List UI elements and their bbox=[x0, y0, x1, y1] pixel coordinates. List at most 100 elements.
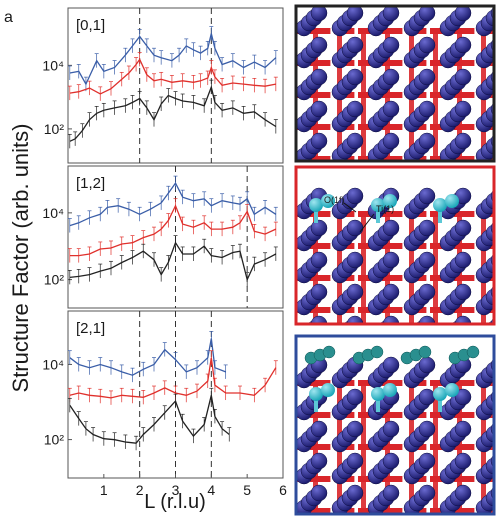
bond-horizontal bbox=[310, 156, 331, 161]
structure-panel-c bbox=[289, 167, 494, 339]
bond-horizontal bbox=[430, 275, 451, 281]
ti-atom bbox=[454, 388, 472, 406]
bond-horizontal bbox=[430, 124, 451, 130]
bond-vertical bbox=[433, 307, 438, 324]
bond-vertical bbox=[337, 211, 342, 243]
bond-vertical bbox=[457, 508, 462, 514]
ti-atom bbox=[454, 315, 472, 324]
bond-vertical bbox=[481, 380, 486, 412]
bond-vertical bbox=[313, 508, 318, 514]
bond-vertical bbox=[457, 307, 462, 324]
ti-atom bbox=[310, 283, 328, 301]
ti-atom bbox=[454, 219, 472, 237]
bond-vertical bbox=[337, 444, 342, 476]
y-tick-label: 10⁴ bbox=[42, 205, 64, 221]
bond-vertical bbox=[385, 508, 390, 514]
ti-atom bbox=[418, 251, 436, 269]
ti-atom bbox=[346, 36, 364, 54]
bond-vertical bbox=[337, 60, 342, 92]
top-bond bbox=[314, 205, 318, 223]
bond-vertical bbox=[481, 275, 486, 307]
series-line-red bbox=[69, 58, 276, 95]
ti-atom bbox=[310, 132, 328, 150]
top-atom bbox=[371, 387, 385, 401]
ti-atom bbox=[418, 36, 436, 54]
bond-vertical bbox=[337, 28, 342, 60]
ti-atom bbox=[346, 452, 364, 470]
bond-horizontal bbox=[382, 92, 403, 98]
bond-horizontal bbox=[454, 28, 475, 34]
bond-horizontal bbox=[310, 92, 331, 98]
bond-vertical bbox=[409, 28, 414, 60]
bond-vertical bbox=[289, 243, 294, 275]
ti-atom bbox=[310, 68, 328, 86]
bond-horizontal bbox=[310, 476, 331, 482]
bond-vertical bbox=[433, 444, 438, 476]
series-line-blue bbox=[69, 181, 277, 227]
bond-vertical bbox=[361, 92, 366, 124]
series-line-blue bbox=[69, 33, 277, 86]
ti-atom bbox=[346, 388, 364, 406]
bond-vertical bbox=[337, 412, 342, 444]
bond-horizontal bbox=[310, 28, 331, 34]
bond-horizontal bbox=[454, 243, 475, 249]
bond-horizontal bbox=[310, 124, 331, 130]
bond-vertical bbox=[289, 412, 294, 444]
ti-atom bbox=[310, 100, 328, 118]
adsorbate-atom bbox=[418, 345, 432, 359]
bond-horizontal bbox=[454, 211, 475, 217]
bond-vertical bbox=[361, 243, 366, 275]
ti-atom bbox=[346, 251, 364, 269]
bond-horizontal bbox=[310, 508, 331, 514]
bond-horizontal bbox=[358, 60, 379, 66]
ti-atom bbox=[382, 283, 400, 301]
top-bond bbox=[438, 394, 442, 412]
top-atom bbox=[445, 194, 459, 208]
ti-atom bbox=[346, 219, 364, 237]
bond-vertical bbox=[481, 307, 486, 324]
bond-vertical bbox=[337, 92, 342, 124]
y-tick-label: 10⁴ bbox=[42, 57, 64, 73]
bond-horizontal bbox=[454, 60, 475, 66]
bond-horizontal bbox=[358, 444, 379, 450]
bond-horizontal bbox=[430, 243, 451, 249]
bond-vertical bbox=[289, 124, 294, 156]
bond-vertical bbox=[481, 243, 486, 275]
bond-horizontal bbox=[358, 211, 379, 217]
x-tick-label: 6 bbox=[279, 482, 287, 498]
bond-horizontal bbox=[454, 124, 475, 130]
top-atom bbox=[309, 387, 323, 401]
x-tick-label: 5 bbox=[243, 482, 251, 498]
bond-horizontal bbox=[358, 380, 379, 386]
ti-atom bbox=[418, 356, 436, 374]
ti-atom bbox=[418, 452, 436, 470]
bond-vertical bbox=[409, 412, 414, 444]
top-atom bbox=[445, 383, 459, 397]
y-tick-label: 10² bbox=[44, 432, 65, 448]
bond-vertical bbox=[337, 307, 342, 324]
adsorbate-atom bbox=[466, 345, 480, 359]
ti-atom bbox=[382, 315, 400, 324]
bond-vertical bbox=[337, 124, 342, 156]
bond-vertical bbox=[481, 444, 486, 476]
top-atom bbox=[433, 387, 447, 401]
bond-vertical bbox=[433, 275, 438, 307]
series-line-red bbox=[69, 357, 277, 399]
bond-vertical bbox=[337, 380, 342, 412]
series-line-black bbox=[69, 84, 277, 142]
chart-panel-1: [1,2] 10⁴ 10² bbox=[42, 165, 284, 309]
bond-vertical bbox=[361, 444, 366, 476]
ti-atom bbox=[454, 100, 472, 118]
ti-atom bbox=[346, 187, 364, 205]
bond-horizontal bbox=[310, 307, 331, 313]
bond-vertical bbox=[481, 124, 486, 156]
bond-horizontal bbox=[358, 28, 379, 34]
ti-atom bbox=[310, 420, 328, 438]
ti-atom bbox=[346, 283, 364, 301]
bond-vertical bbox=[481, 211, 486, 243]
chart-area: [0,1] 10⁴ 10² [1,2] 10⁴ 10² [2,1] 10⁴ 10² 1 2 3 4 5 6 bbox=[42, 7, 287, 498]
bond-vertical bbox=[361, 508, 366, 514]
bond-vertical bbox=[289, 307, 294, 339]
bond-vertical bbox=[337, 275, 342, 307]
